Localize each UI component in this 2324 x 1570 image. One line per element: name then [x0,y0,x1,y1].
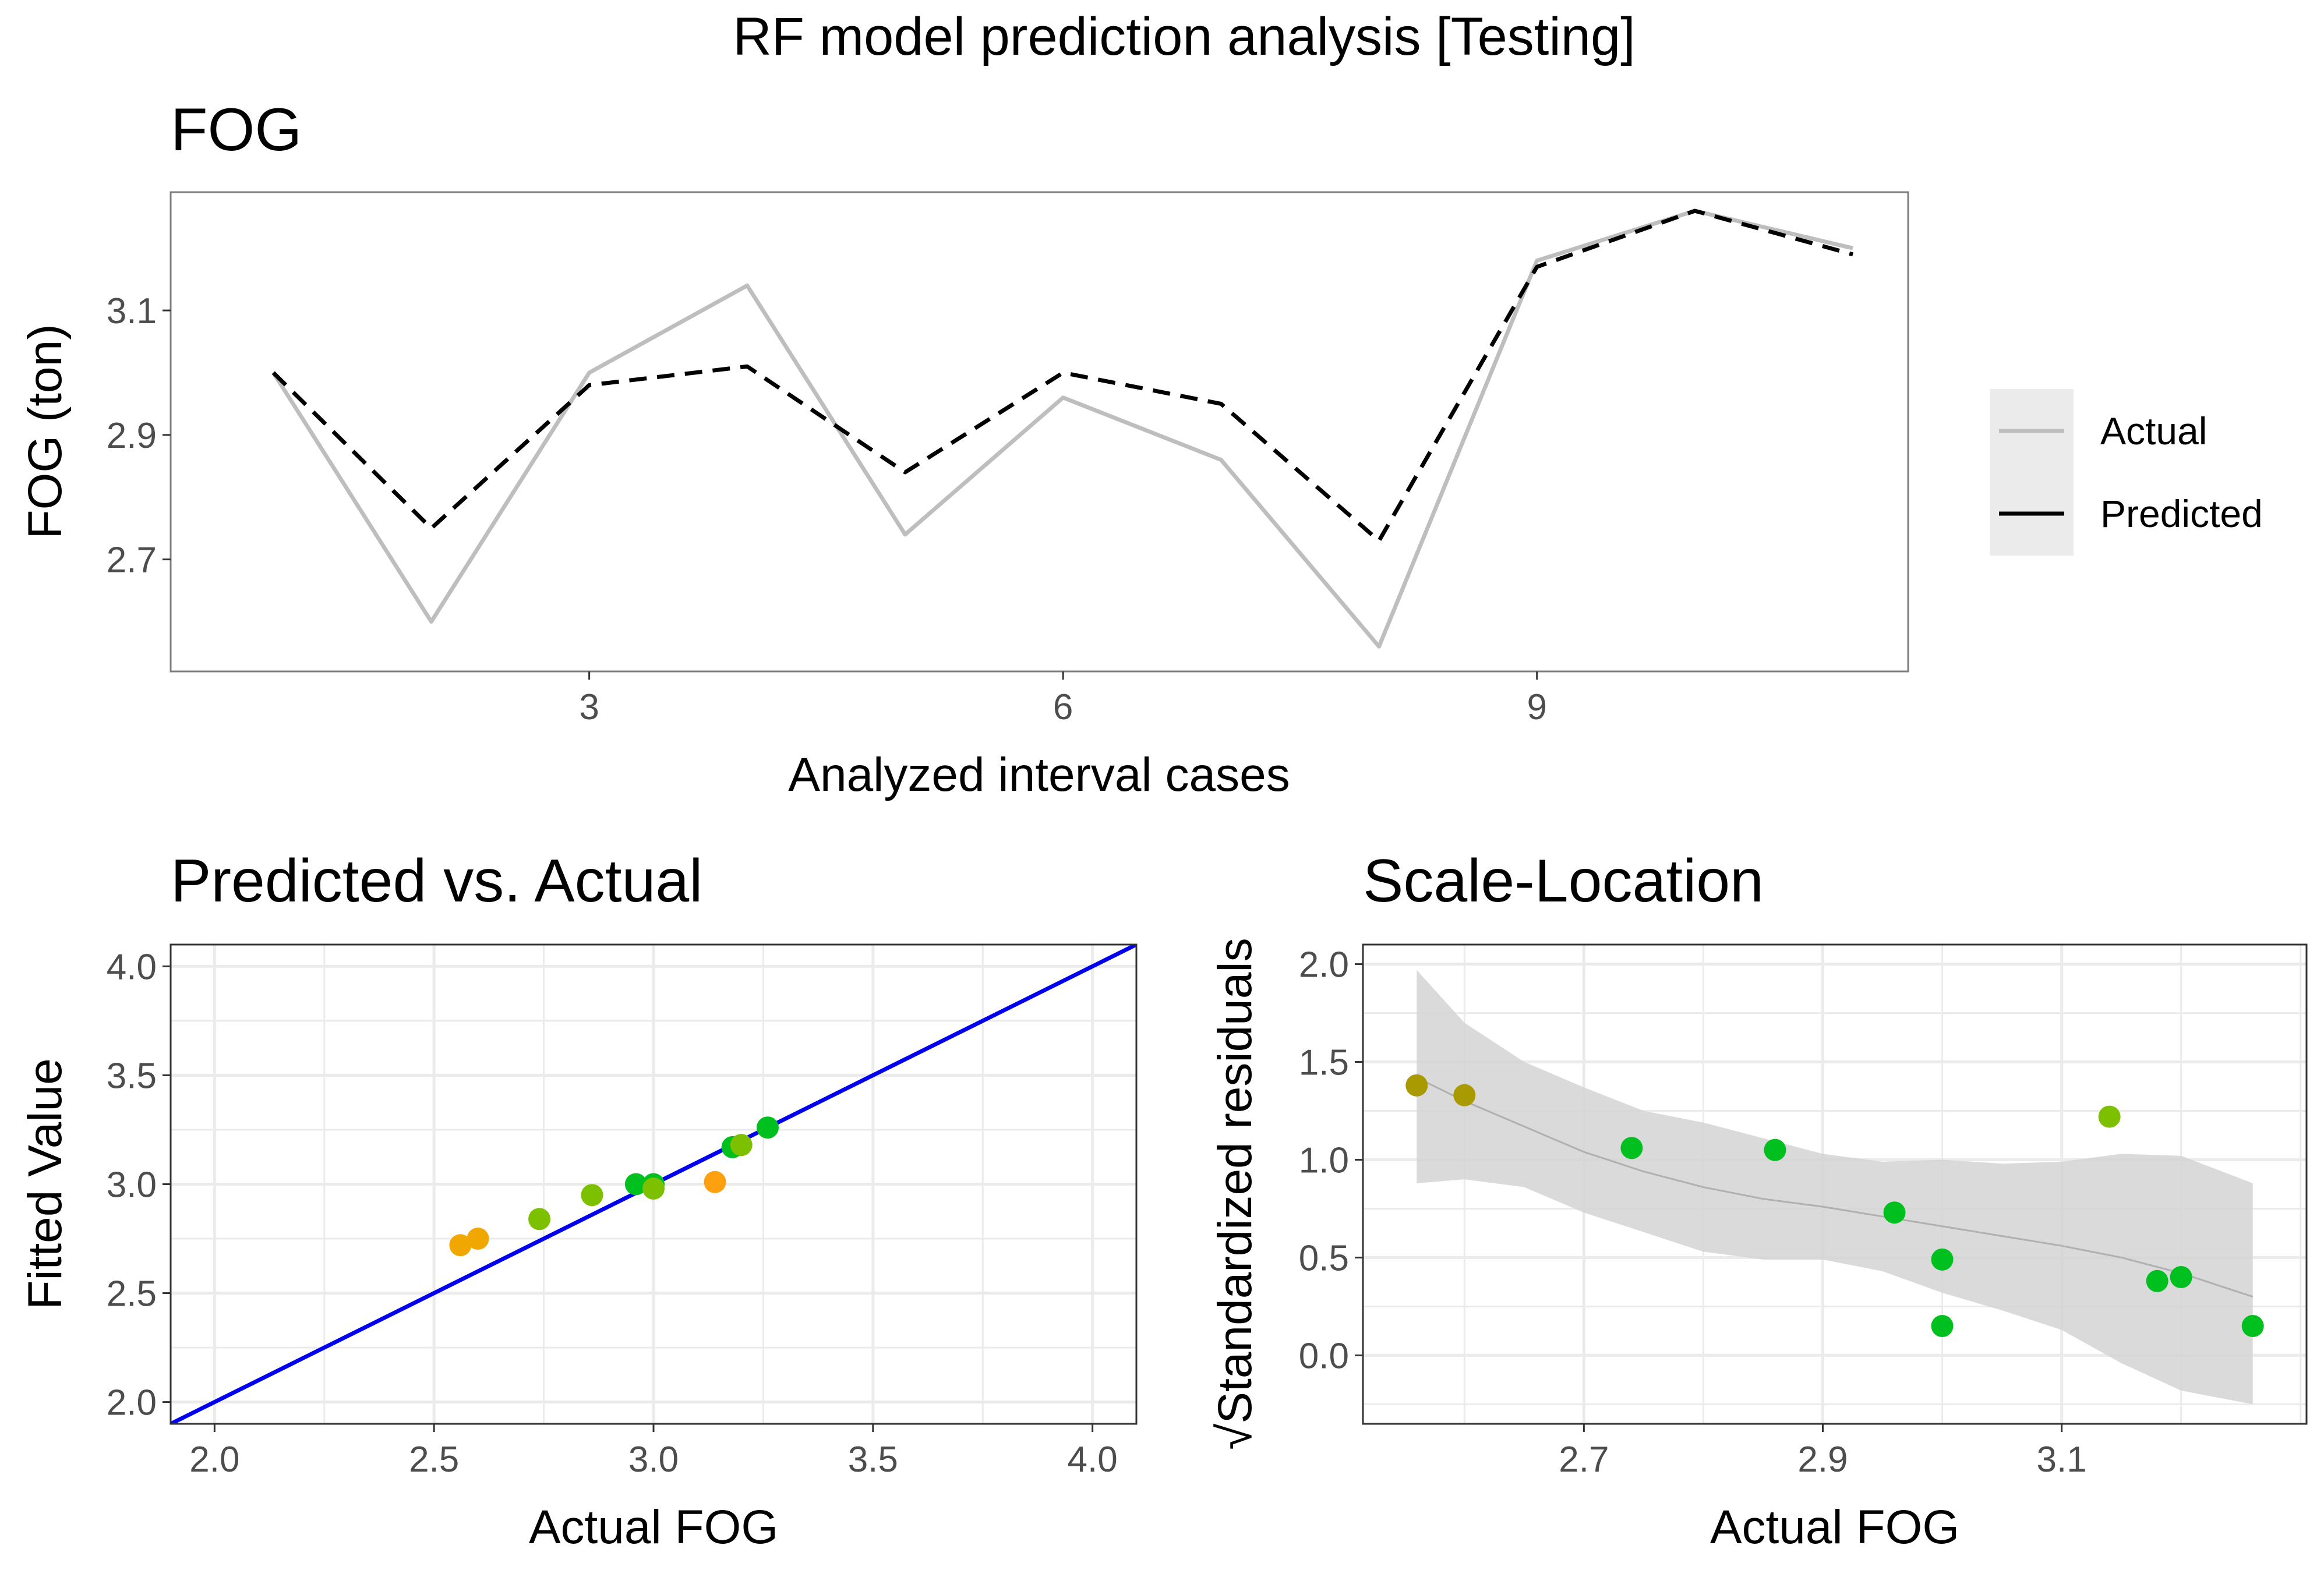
fog-y-ticks: 2.7 2.9 3.1 [107,291,171,581]
fog-series [271,208,1854,649]
smooth-fit-line [1416,1077,2254,1298]
fog-plot-border [169,191,1909,673]
data-point [756,1116,779,1139]
y-tick-label: 2.7 [107,540,157,581]
x-tick-label: 4.0 [1068,1440,1118,1480]
pva-panel-title: Predicted vs. Actual [171,847,702,915]
series-line-predicted [271,208,1854,543]
pva-y-axis-title: Fitted Value [19,1058,72,1310]
y-tick-label: 3.0 [107,1165,157,1205]
x-tick-label: 3 [579,687,599,727]
sl-y-ticks: 0.0 0.5 1.0 1.5 2.0 [1299,945,1363,1376]
sl-x-axis-title: Actual FOG [1710,1501,1959,1554]
y-tick-label: 3.1 [107,291,157,331]
y-tick-label: 2.5 [107,1274,157,1314]
y-tick-label: 0.5 [1299,1238,1349,1278]
data-point [449,1234,472,1257]
fog-line-panel: FOG 3 6 9 2.7 2.9 3.1 Analyzed interval case… [19,96,2263,801]
data-point [704,1171,726,1193]
fog-x-axis-title: Analyzed interval cases [788,748,1290,801]
data-point [730,1134,753,1157]
y-tick-label: 1.0 [1299,1141,1349,1181]
sl-smooth [1416,970,2254,1405]
predicted-vs-actual-panel: Predicted vs. Actual 2.0 2.5 3.0 3.5 4.0 2.0… [19,847,1138,1554]
data-point [1453,1084,1476,1106]
sl-y-axis-title: √Standardized residuals [1209,938,1262,1449]
pva-y-ticks: 2.0 2.5 3.0 3.5 4.0 [107,947,171,1423]
y-tick-label: 2.0 [107,1383,157,1423]
y-tick-label: 4.0 [107,947,157,987]
y-tick-label: 0.0 [1299,1336,1349,1376]
sl-y-axis-title-group: √Standardized residuals [1209,938,1262,1449]
data-point [624,1173,647,1196]
legend-label-actual: Actual [2100,409,2207,452]
sl-y-axis-title-text: Standardized residuals [1209,938,1262,1423]
x-tick-label: 6 [1053,687,1073,727]
fog-plot-background [171,192,1908,671]
fog-x-ticks: 3 6 9 [579,671,1547,727]
sl-points [1405,1074,2264,1338]
fog-panel-title: FOG [171,96,302,164]
data-point [2170,1266,2192,1289]
data-point [581,1184,603,1207]
data-point [1931,1248,1954,1271]
x-tick-label: 2.7 [1559,1440,1609,1480]
sl-y-axis-sqrt-symbol: √ [1209,1424,1262,1450]
y-tick-label: 2.0 [1299,945,1349,985]
y-tick-label: 1.5 [1299,1043,1349,1083]
data-point [2098,1105,2121,1128]
data-point [642,1177,665,1200]
y-tick-label: 2.9 [107,416,157,456]
pva-x-axis-title: Actual FOG [529,1501,778,1554]
scale-location-panel: Scale-Location 2.7 2.9 3.1 0.0 0.5 1.0 1.5 2.0… [1209,847,2308,1554]
pva-points [449,1116,779,1257]
data-point [1620,1137,1643,1159]
x-tick-label: 2.9 [1797,1440,1848,1480]
pva-x-ticks: 2.0 2.5 3.0 3.5 4.0 [189,1424,1118,1480]
data-point [528,1208,551,1230]
data-point [467,1228,489,1250]
x-tick-label: 2.5 [409,1440,459,1480]
data-point [2241,1315,2264,1338]
confidence-ribbon [1417,970,2253,1405]
legend-keys-background [1990,389,2074,556]
fog-legend: Actual Predicted [1990,389,2263,556]
x-tick-label: 3.1 [2037,1440,2087,1480]
fog-gridlines [171,192,1908,671]
x-tick-label: 3.0 [628,1440,679,1480]
x-tick-label: 9 [1527,687,1546,727]
x-tick-label: 3.5 [848,1440,898,1480]
data-point [2146,1270,2168,1292]
x-tick-label: 2.0 [189,1440,239,1480]
sl-x-ticks: 2.7 2.9 3.1 [1559,1424,2087,1480]
data-point [1931,1315,1954,1338]
data-point [1883,1201,1906,1224]
data-point [1764,1138,1786,1161]
y-tick-label: 3.5 [107,1056,157,1096]
main-title: RF model prediction analysis [Testing] [733,7,1635,66]
data-point [1405,1074,1428,1097]
series-line-actual [271,208,1853,649]
pva-gridlines [171,945,1136,1424]
fog-y-axis-title: FOG (ton) [19,324,72,539]
legend-label-predicted: Predicted [2100,492,2263,535]
sl-panel-title: Scale-Location [1363,847,1764,915]
sl-plot-border [1362,943,2308,1425]
